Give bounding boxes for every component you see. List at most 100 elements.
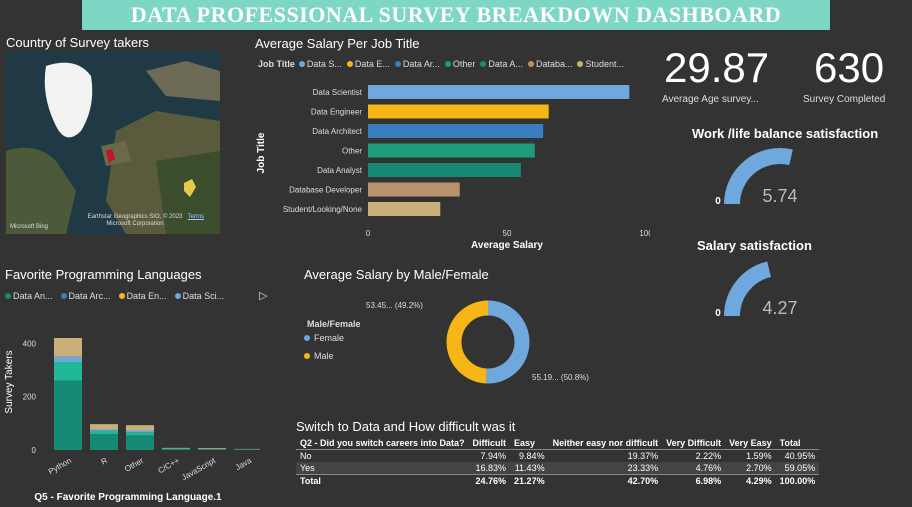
language-bar-segment[interactable]	[90, 430, 118, 434]
gender-legend-female[interactable]: Female	[304, 333, 344, 343]
worklife-gauge[interactable]: 5.74010	[700, 140, 860, 210]
table-cell: 1.59%	[746, 451, 772, 461]
lang-legend-item[interactable]: Data En...	[118, 291, 167, 301]
job-salary-chart[interactable]: Data Scientist Data Engineer Data Architec…	[250, 75, 650, 250]
lang-legend-item[interactable]: Data Arc...	[60, 291, 111, 301]
language-bar-segment[interactable]	[234, 449, 260, 450]
dashboard-banner: DATA PROFESSIONAL SURVEY BREAKDOWN DASHB…	[82, 0, 830, 30]
job-salary-bar[interactable]	[368, 104, 549, 119]
table-cell: 24.76%	[468, 474, 511, 487]
gender-donut-chart[interactable]: 55.19... (50.8%) 53.45... (49.2%)	[360, 290, 620, 390]
language-bar-segment[interactable]	[126, 435, 154, 450]
language-bar-segment[interactable]	[90, 429, 118, 431]
matrix-header[interactable]: Very Difficult	[662, 437, 726, 450]
table-cell: 59.05%	[775, 462, 820, 475]
language-bar-segment[interactable]	[198, 448, 226, 449]
country-marker-india	[184, 179, 196, 197]
legend-dot-icon	[5, 293, 11, 299]
matrix-header[interactable]: Very Easy	[725, 437, 776, 450]
language-bar-segment[interactable]	[90, 434, 118, 450]
job-legend-item[interactable]: Data S...	[298, 59, 342, 69]
map-terms-link[interactable]: Terms	[187, 214, 204, 220]
job-legend-item[interactable]: Student...	[577, 59, 624, 69]
survey-map[interactable]: Microsoft Bing Earthstar Geographics SIO…	[6, 51, 220, 234]
language-bar-segment[interactable]	[162, 447, 190, 449]
table-cell: 11.43%	[510, 462, 549, 475]
male-dot-icon	[304, 353, 310, 359]
job-salary-bar[interactable]	[368, 163, 521, 177]
row-header: Total	[296, 474, 469, 487]
legend-label: Data Arc...	[68, 291, 111, 301]
languages-title: Favorite Programming Languages	[5, 267, 202, 282]
legend-next-icon[interactable]: ▷	[259, 290, 268, 302]
matrix-header[interactable]: Q2 - Did you switch careers into Data?	[296, 437, 469, 450]
job-salary-bar[interactable]	[368, 124, 544, 138]
table-cell: 40.95%	[784, 451, 816, 461]
legend-dot-icon	[346, 61, 353, 67]
language-bar-segment[interactable]	[162, 448, 190, 449]
job-legend-item[interactable]: Databa...	[527, 59, 572, 69]
salary-sat-gauge[interactable]: 4.27010	[700, 252, 860, 322]
language-category-label: Java	[234, 456, 254, 473]
job-category-label: Other	[342, 147, 362, 156]
worklife-gauge-value: 5.74	[762, 186, 797, 206]
job-category-label: Data Analyst	[317, 166, 363, 175]
gender-slice-male[interactable]	[446, 300, 489, 384]
language-bar-segment[interactable]	[162, 448, 190, 450]
lang-legend-item[interactable]: Data Sci...	[174, 291, 224, 301]
country-marker-uk	[106, 149, 115, 163]
language-bar-segment[interactable]	[54, 338, 82, 357]
language-category-label: C/C++	[156, 456, 181, 476]
table-cell: 2.22%	[695, 451, 722, 461]
matrix-header[interactable]: Neither easy nor difficult	[548, 437, 663, 450]
map-attribution: Earthstar Geographics SIO, © 2023 Micros…	[87, 214, 183, 227]
legend-dot-icon	[174, 293, 181, 299]
language-bar-segment[interactable]	[126, 425, 154, 431]
job-legend-item[interactable]: Data A...	[480, 59, 523, 69]
legend-dot-icon	[480, 61, 487, 67]
language-bar-segment[interactable]	[126, 430, 154, 433]
matrix-header[interactable]: Easy	[510, 437, 549, 450]
legend-dot-icon	[298, 61, 305, 67]
female-dot-icon	[304, 335, 310, 341]
job-salary-bar[interactable]	[368, 182, 460, 197]
gender-title: Average Salary by Male/Female	[304, 267, 489, 282]
female-callout: 55.19... (50.8%)	[532, 373, 589, 382]
y-tick-label: 200	[23, 393, 37, 402]
job-category-label: Data Architect	[312, 127, 363, 136]
job-legend-item[interactable]: Data E...	[346, 59, 390, 69]
gender-legend-male[interactable]: Male	[304, 351, 334, 361]
job-legend-items: Data S... Data E... Data Ar... Other Data A.…	[298, 59, 624, 69]
language-bar-segment[interactable]	[54, 362, 82, 381]
job-salary-bar[interactable]	[368, 85, 630, 99]
worklife-gauge-fill	[724, 148, 793, 205]
matrix-header[interactable]: Difficult	[468, 437, 511, 450]
bing-logo: Microsoft Bing	[10, 224, 49, 230]
survey-count-value: 630	[814, 44, 885, 91]
lang-legend-item[interactable]: Data An...	[5, 291, 53, 301]
x-tick-label: 50	[503, 229, 512, 238]
x-axis-title: Q5 - Favorite Programming Language.1	[34, 492, 222, 503]
language-bar-segment[interactable]	[198, 449, 226, 450]
language-bar-segment[interactable]	[126, 432, 154, 436]
legend-dot-icon	[444, 61, 451, 67]
language-category-label: Python	[47, 456, 73, 476]
job-legend-item[interactable]: Other	[444, 59, 475, 69]
language-bar-segment[interactable]	[54, 356, 82, 362]
job-salary-title: Average Salary Per Job Title	[255, 36, 420, 51]
languages-chart[interactable]: 0 200 400 Python R Other C/C++ JavaScript Java Q5…	[0, 310, 260, 505]
language-bar-segment[interactable]	[90, 424, 118, 430]
job-legend-item[interactable]: Data Ar...	[394, 59, 440, 69]
legend-dot-icon	[118, 293, 125, 299]
table-cell: 4.76%	[662, 462, 726, 475]
gender-slice-female[interactable]	[485, 300, 530, 384]
legend-label: Data Ar...	[402, 59, 440, 69]
job-salary-bar[interactable]	[368, 143, 535, 158]
map-title: Country of Survey takers	[6, 35, 150, 50]
male-callout: 53.45... (49.2%)	[366, 301, 423, 310]
job-salary-bar[interactable]	[368, 202, 441, 216]
y-tick-label: 400	[23, 339, 37, 348]
matrix-header[interactable]: Total	[775, 437, 820, 450]
language-bar-segment[interactable]	[54, 380, 82, 450]
table-row: Total 24.76% 21.27% 42.70% 6.98% 4.29% 100.00%	[296, 474, 820, 487]
